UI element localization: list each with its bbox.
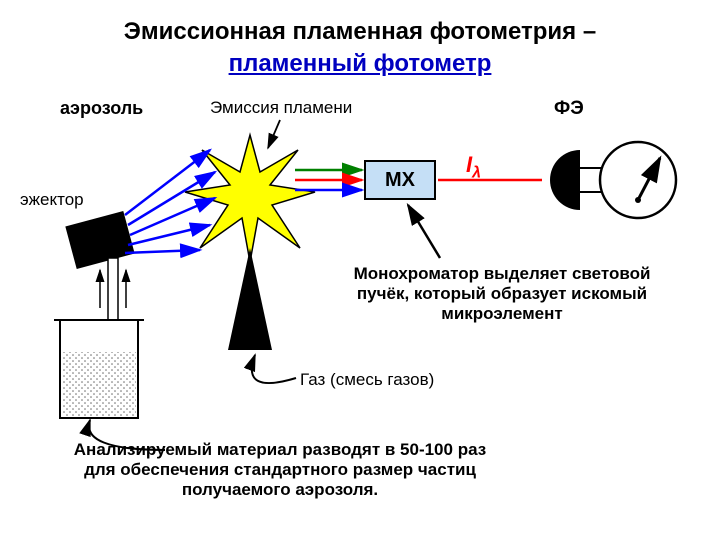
title-line1: Эмиссионная пламенная фотометрия –	[0, 18, 720, 46]
title-line2: пламенный фотометр	[0, 50, 720, 78]
beaker-icon	[54, 320, 144, 418]
mono-l2: пучёк, который образует искомый	[312, 284, 692, 304]
emission-label: Эмиссия пламени	[210, 98, 352, 118]
ilambda-sub: λ	[472, 164, 481, 181]
mono-l1: Монохроматор выделяет световой	[312, 264, 692, 284]
meter-icon	[600, 142, 676, 218]
mono-text: Монохроматор выделяет световой пучёк, ко…	[312, 264, 692, 324]
gas-label: Газ (смесь газов)	[300, 370, 434, 390]
emission-arrow	[268, 120, 280, 148]
title-text1: Эмиссионная пламенная фотометрия –	[124, 18, 596, 45]
mx-label: МХ	[385, 169, 415, 191]
ejektor-label: эжектор	[20, 190, 84, 210]
mono-arrow	[408, 205, 440, 258]
ejektor-icon	[65, 211, 134, 269]
flame-icon	[185, 135, 315, 262]
gas-arrow	[252, 355, 296, 383]
gas-triangle-icon	[228, 248, 272, 350]
bot-l2: для обеспечения стандартного размер част…	[55, 460, 505, 480]
bot-l1: Анализируемый материал разводят в 50-100…	[55, 440, 505, 460]
tube-icon	[108, 258, 118, 388]
mono-l3: микроэлемент	[312, 304, 692, 324]
bottom-text: Анализируемый материал разводят в 50-100…	[55, 440, 505, 500]
aerosol-label: аэрозоль	[60, 98, 143, 119]
bot-l3: получаемого аэрозоля.	[55, 480, 505, 500]
mx-box: МХ	[364, 160, 436, 200]
detector-icon	[550, 150, 580, 210]
fe-label: ФЭ	[554, 98, 584, 120]
ilambda-label: Iλ	[466, 152, 481, 182]
title-text2: пламенный фотометр	[229, 50, 492, 77]
spray-lines	[125, 150, 215, 253]
